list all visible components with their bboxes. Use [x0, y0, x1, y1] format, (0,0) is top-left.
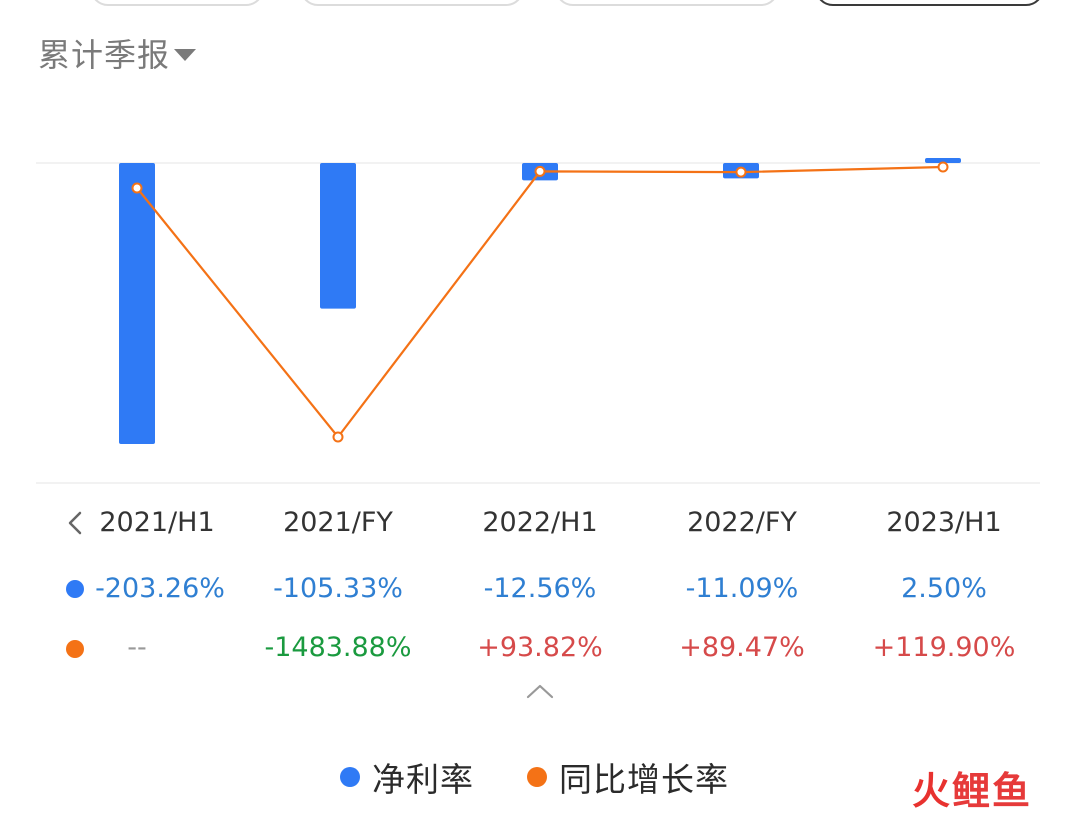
net-margin-value: -11.09%: [685, 573, 799, 604]
yoy-value: +93.82%: [477, 632, 603, 663]
caret-down-icon: [174, 49, 197, 61]
watermark-rest: 鲤鱼: [952, 769, 1033, 813]
net-margin-bar-2023/H1[interactable]: [925, 158, 961, 163]
category-label: 2022/FY: [687, 507, 797, 538]
category-label: 2021/FY: [283, 507, 393, 538]
net-margin-value: 2.50%: [901, 573, 987, 604]
period-selector-dropdown[interactable]: 累计季报: [38, 30, 197, 76]
net-margin-row-dot: [66, 580, 84, 598]
yoy-growth-point-2021/FY[interactable]: [332, 431, 344, 443]
yoy-growth-point-2022/FY[interactable]: [735, 166, 747, 178]
legend-label: 净利率: [372, 760, 474, 799]
yoy-legend-dot: [527, 767, 547, 787]
period-selector-label: 累计季报: [38, 36, 171, 74]
net-margin-bar-2021/FY[interactable]: [320, 163, 356, 309]
line-series: [131, 161, 949, 443]
yoy-row-dot: [66, 640, 84, 658]
chevron-up-icon[interactable]: [524, 680, 556, 702]
watermark-logo: 火鲤鱼: [912, 760, 1032, 815]
net-margin-row: -203.26% -105.33% -12.56% -11.09% 2.50%: [0, 564, 1080, 614]
yoy-value: --: [127, 632, 147, 663]
yoy-growth-line: [136, 165, 944, 439]
category-label: 2022/H1: [482, 507, 598, 538]
yoy-growth-point-2021/H1[interactable]: [131, 182, 143, 194]
category-row: 2021/H1 2021/FY 2022/H1 2022/FY 2023/H1: [0, 498, 1080, 548]
legend-label: 同比增长率: [559, 760, 729, 799]
chevron-left-icon[interactable]: [64, 510, 86, 536]
legend-item-net-margin[interactable]: 净利率: [340, 753, 474, 801]
yoy-value: +89.47%: [679, 632, 805, 663]
yoy-value: -1483.88%: [264, 632, 412, 663]
net-margin-value: -105.33%: [273, 573, 403, 604]
category-label: 2023/H1: [886, 507, 1002, 538]
legend-item-yoy-growth[interactable]: 同比增长率: [527, 753, 729, 801]
bar-series: [119, 158, 961, 444]
category-label: 2021/H1: [99, 507, 215, 538]
net-margin-value: -203.26%: [95, 573, 225, 604]
net-margin-bar-2021/H1[interactable]: [119, 163, 155, 444]
net-margin-chart: [36, 158, 1040, 484]
chart-legend: 净利率 同比增长率: [0, 745, 1080, 799]
yoy-growth-point-2023/H1[interactable]: [937, 161, 949, 173]
net-margin-legend-dot: [340, 767, 360, 787]
yoy-value: +119.90%: [872, 632, 1016, 663]
yoy-growth-point-2022/H1[interactable]: [534, 165, 546, 177]
yoy-growth-row: -- -1483.88% +93.82% +89.47% +119.90%: [0, 623, 1080, 673]
net-margin-value: -12.56%: [483, 573, 597, 604]
watermark-fire: 火: [912, 769, 953, 813]
